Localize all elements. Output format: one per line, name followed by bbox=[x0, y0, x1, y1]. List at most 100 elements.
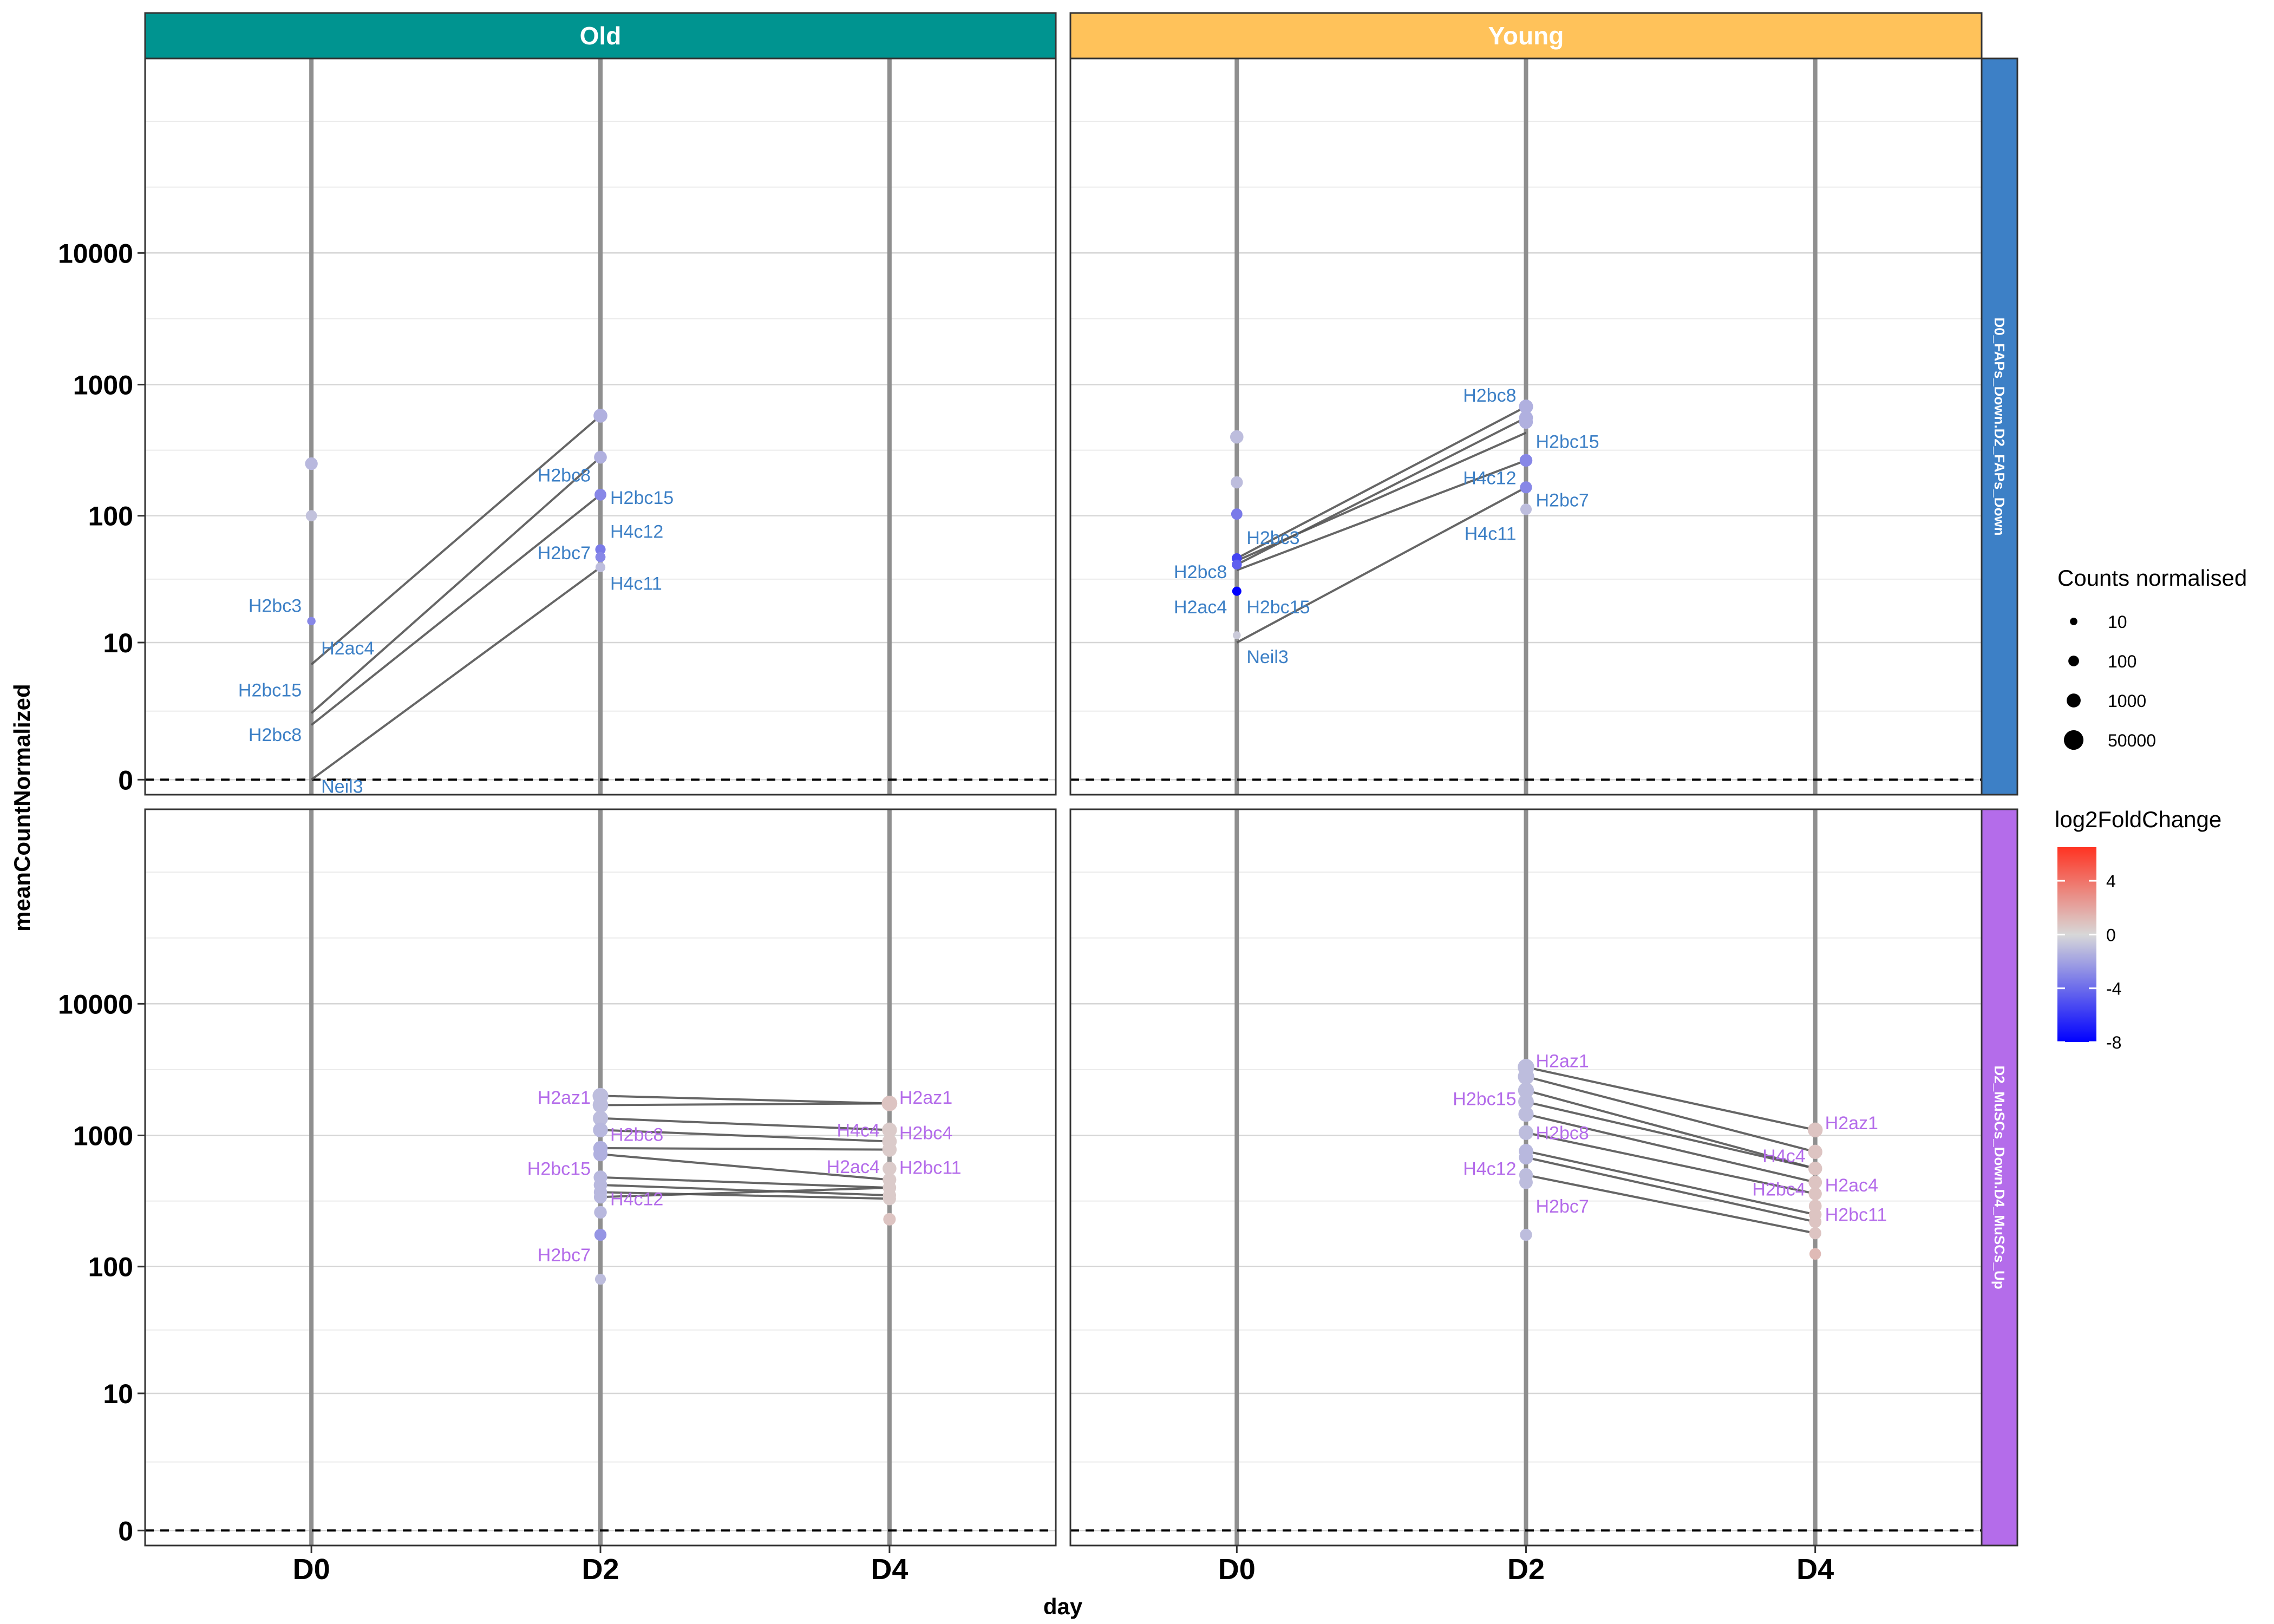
gene-trend-line bbox=[1526, 1156, 1816, 1223]
gene-trend-line bbox=[600, 1102, 890, 1106]
column-strip-young: Young bbox=[1069, 12, 1983, 60]
gene-label: H2az1 bbox=[538, 1088, 591, 1108]
gene-label: H2bc7 bbox=[1536, 1196, 1589, 1217]
gene-label: H4c4 bbox=[1762, 1146, 1805, 1167]
gene-label: H4c12 bbox=[610, 1189, 663, 1209]
panels-layer: H2bc3 H2ac4 H2bc15 H2bc8 Neil3 H2bc8 H2bc15 H4c… bbox=[144, 57, 1983, 1547]
gene-label: H2bc15 bbox=[610, 488, 674, 508]
strips-layer: Old Young D0_FAPs_Down.D2_FAPs_Down D2_MuSC… bbox=[144, 12, 2018, 1547]
data-point bbox=[1809, 1248, 1821, 1260]
data-point bbox=[595, 562, 606, 573]
column-strip-label: Young bbox=[1488, 22, 1564, 50]
strip-background bbox=[1981, 57, 2018, 796]
y-tick-label: 10 bbox=[103, 1379, 133, 1409]
x-axis-title: day bbox=[1043, 1594, 1083, 1619]
gene-label: H2ac4 bbox=[1825, 1175, 1878, 1196]
gene-label: H2bc7 bbox=[538, 543, 591, 564]
data-point bbox=[1518, 1125, 1534, 1140]
data-point bbox=[1518, 1106, 1534, 1122]
x-tick-label: D4 bbox=[871, 1553, 908, 1586]
gene-label: H2bc8 bbox=[610, 1124, 663, 1145]
gene-trend-line bbox=[600, 1095, 890, 1105]
data-point bbox=[883, 1192, 896, 1206]
gene-label: H4c4 bbox=[837, 1120, 879, 1141]
x-tick-label: D0 bbox=[293, 1553, 330, 1586]
data-point bbox=[594, 488, 606, 501]
gene-label: H2bc3 bbox=[1246, 528, 1299, 548]
size-legend-label: 10 bbox=[2108, 612, 2127, 632]
data-point bbox=[1519, 1175, 1533, 1189]
data-point bbox=[883, 1161, 897, 1176]
size-legend-key bbox=[2067, 693, 2081, 708]
gene-trend-line bbox=[1526, 1066, 1816, 1131]
gene-label: H2bc15 bbox=[1536, 431, 1599, 452]
size-legend-label: 1000 bbox=[2108, 691, 2146, 711]
gene-label: H2bc8 bbox=[1463, 385, 1516, 406]
row-strip-label: D0_FAPs_Down.D2_FAPs_Down bbox=[1991, 317, 2008, 535]
gene-label: H2bc8 bbox=[1536, 1123, 1589, 1143]
y-tick-label: 1000 bbox=[73, 370, 133, 400]
gene-label: H2bc8 bbox=[249, 725, 302, 745]
data-point bbox=[1519, 400, 1533, 414]
gene-trend-line bbox=[1526, 1101, 1816, 1170]
gene-trend-line bbox=[1525, 1089, 1816, 1170]
gene-label: Neil3 bbox=[1246, 647, 1288, 667]
gene-label: H2bc11 bbox=[899, 1158, 962, 1178]
gene-label: H4c11 bbox=[1465, 524, 1517, 545]
data-point bbox=[595, 552, 606, 562]
gene-trend-line bbox=[600, 1153, 890, 1181]
gene-label: H2bc15 bbox=[1453, 1089, 1516, 1110]
data-point bbox=[1518, 1082, 1534, 1098]
data-point bbox=[882, 1142, 897, 1157]
gene-trend-line bbox=[600, 1176, 890, 1189]
x-tick-label: D2 bbox=[581, 1553, 619, 1586]
gene-trend-line bbox=[600, 1147, 890, 1151]
row-strip-2: D2_MuSCs_Down.D4_MuSCs_Up bbox=[1981, 808, 2018, 1547]
gene-trend-line bbox=[1236, 486, 1527, 644]
column-strip-label: Old bbox=[580, 22, 622, 50]
gene-label: H2bc8 bbox=[538, 465, 591, 486]
data-point bbox=[1808, 1187, 1822, 1201]
data-point bbox=[594, 1206, 607, 1219]
gene-label: H2bc15 bbox=[1246, 597, 1310, 618]
data-point bbox=[881, 1095, 898, 1111]
color-legend-label: 0 bbox=[2106, 925, 2116, 945]
color-legend-label: -4 bbox=[2106, 979, 2121, 999]
x-tick-label: D2 bbox=[1507, 1553, 1545, 1586]
data-point bbox=[1809, 1227, 1821, 1240]
gene-label: H2az1 bbox=[1536, 1051, 1589, 1071]
gene-label: Neil3 bbox=[321, 776, 363, 797]
y-tick-label: 10000 bbox=[58, 989, 133, 1019]
row-strip-label: D2_MuSCs_Down.D4_MuSCs_Up bbox=[1991, 1065, 2008, 1289]
gene-trend-line bbox=[1526, 1113, 1816, 1183]
gene-label: H2bc7 bbox=[538, 1245, 591, 1266]
gene-label: H2bc15 bbox=[527, 1159, 591, 1180]
axes-layer: 0 10 100 1000 10000 0 10 100 1000 10000 D0 D2 D4 D0 D2… bbox=[58, 238, 1834, 1586]
size-legend: Counts normalised 10 100 1000 50000 bbox=[2057, 565, 2247, 750]
data-point bbox=[307, 617, 316, 626]
data-point bbox=[1518, 1093, 1534, 1110]
gene-label: H4c12 bbox=[610, 521, 663, 542]
data-point bbox=[593, 1122, 608, 1138]
strip-background bbox=[144, 12, 1057, 60]
gene-label: H2az1 bbox=[899, 1088, 952, 1108]
panel-young-row-2: H2az1 H2bc15 H2bc8 H4c12 H2bc7 H2az1 H4c4 H2bc4… bbox=[1069, 808, 1983, 1547]
data-point bbox=[1518, 1068, 1534, 1085]
data-point bbox=[594, 450, 607, 464]
data-point bbox=[883, 1213, 896, 1226]
color-legend-bar bbox=[2057, 847, 2096, 1042]
color-legend-title: log2FoldChange bbox=[2055, 807, 2221, 832]
gene-trend-line bbox=[600, 1191, 890, 1200]
data-point bbox=[1519, 415, 1533, 429]
data-point bbox=[593, 1190, 607, 1204]
gene-label: H2az1 bbox=[1825, 1113, 1878, 1134]
y-tick-label: 10000 bbox=[58, 238, 133, 269]
data-point bbox=[1520, 503, 1532, 515]
gene-label: H2bc4 bbox=[1752, 1180, 1805, 1200]
data-point bbox=[593, 409, 607, 423]
x-tick-label: D4 bbox=[1796, 1553, 1834, 1586]
y-tick-label: 0 bbox=[118, 1516, 133, 1546]
data-point bbox=[1520, 1228, 1532, 1241]
y-tick-label: 1000 bbox=[73, 1121, 133, 1151]
